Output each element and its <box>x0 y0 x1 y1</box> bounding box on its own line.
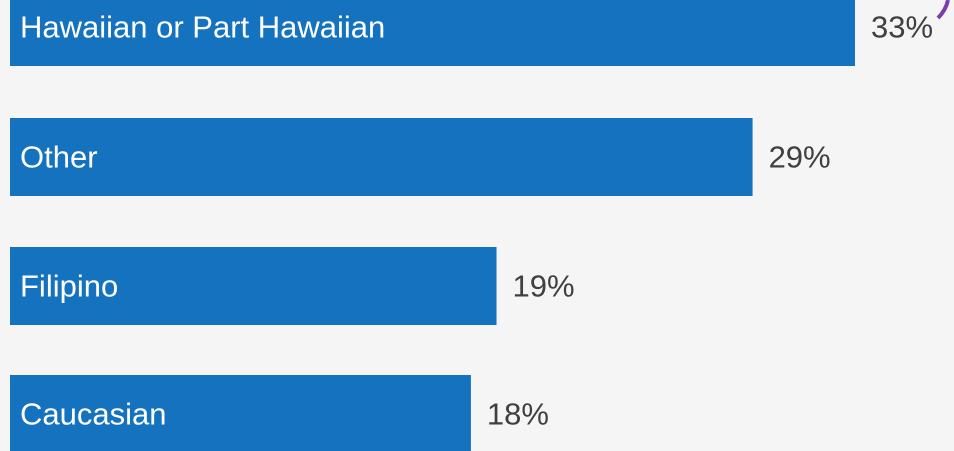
bar <box>10 247 497 325</box>
bar <box>10 118 753 196</box>
value-label: 29% <box>769 140 831 175</box>
category-label: Other <box>20 140 98 175</box>
value-label: 33% <box>871 10 933 45</box>
category-label: Hawaiian or Part Hawaiian <box>20 10 385 45</box>
bar <box>10 0 855 66</box>
decoration <box>936 0 950 20</box>
value-label: 18% <box>487 397 549 432</box>
category-label: Filipino <box>20 269 118 304</box>
category-label: Caucasian <box>20 397 166 432</box>
bar <box>10 375 471 451</box>
value-label: 19% <box>513 269 575 304</box>
